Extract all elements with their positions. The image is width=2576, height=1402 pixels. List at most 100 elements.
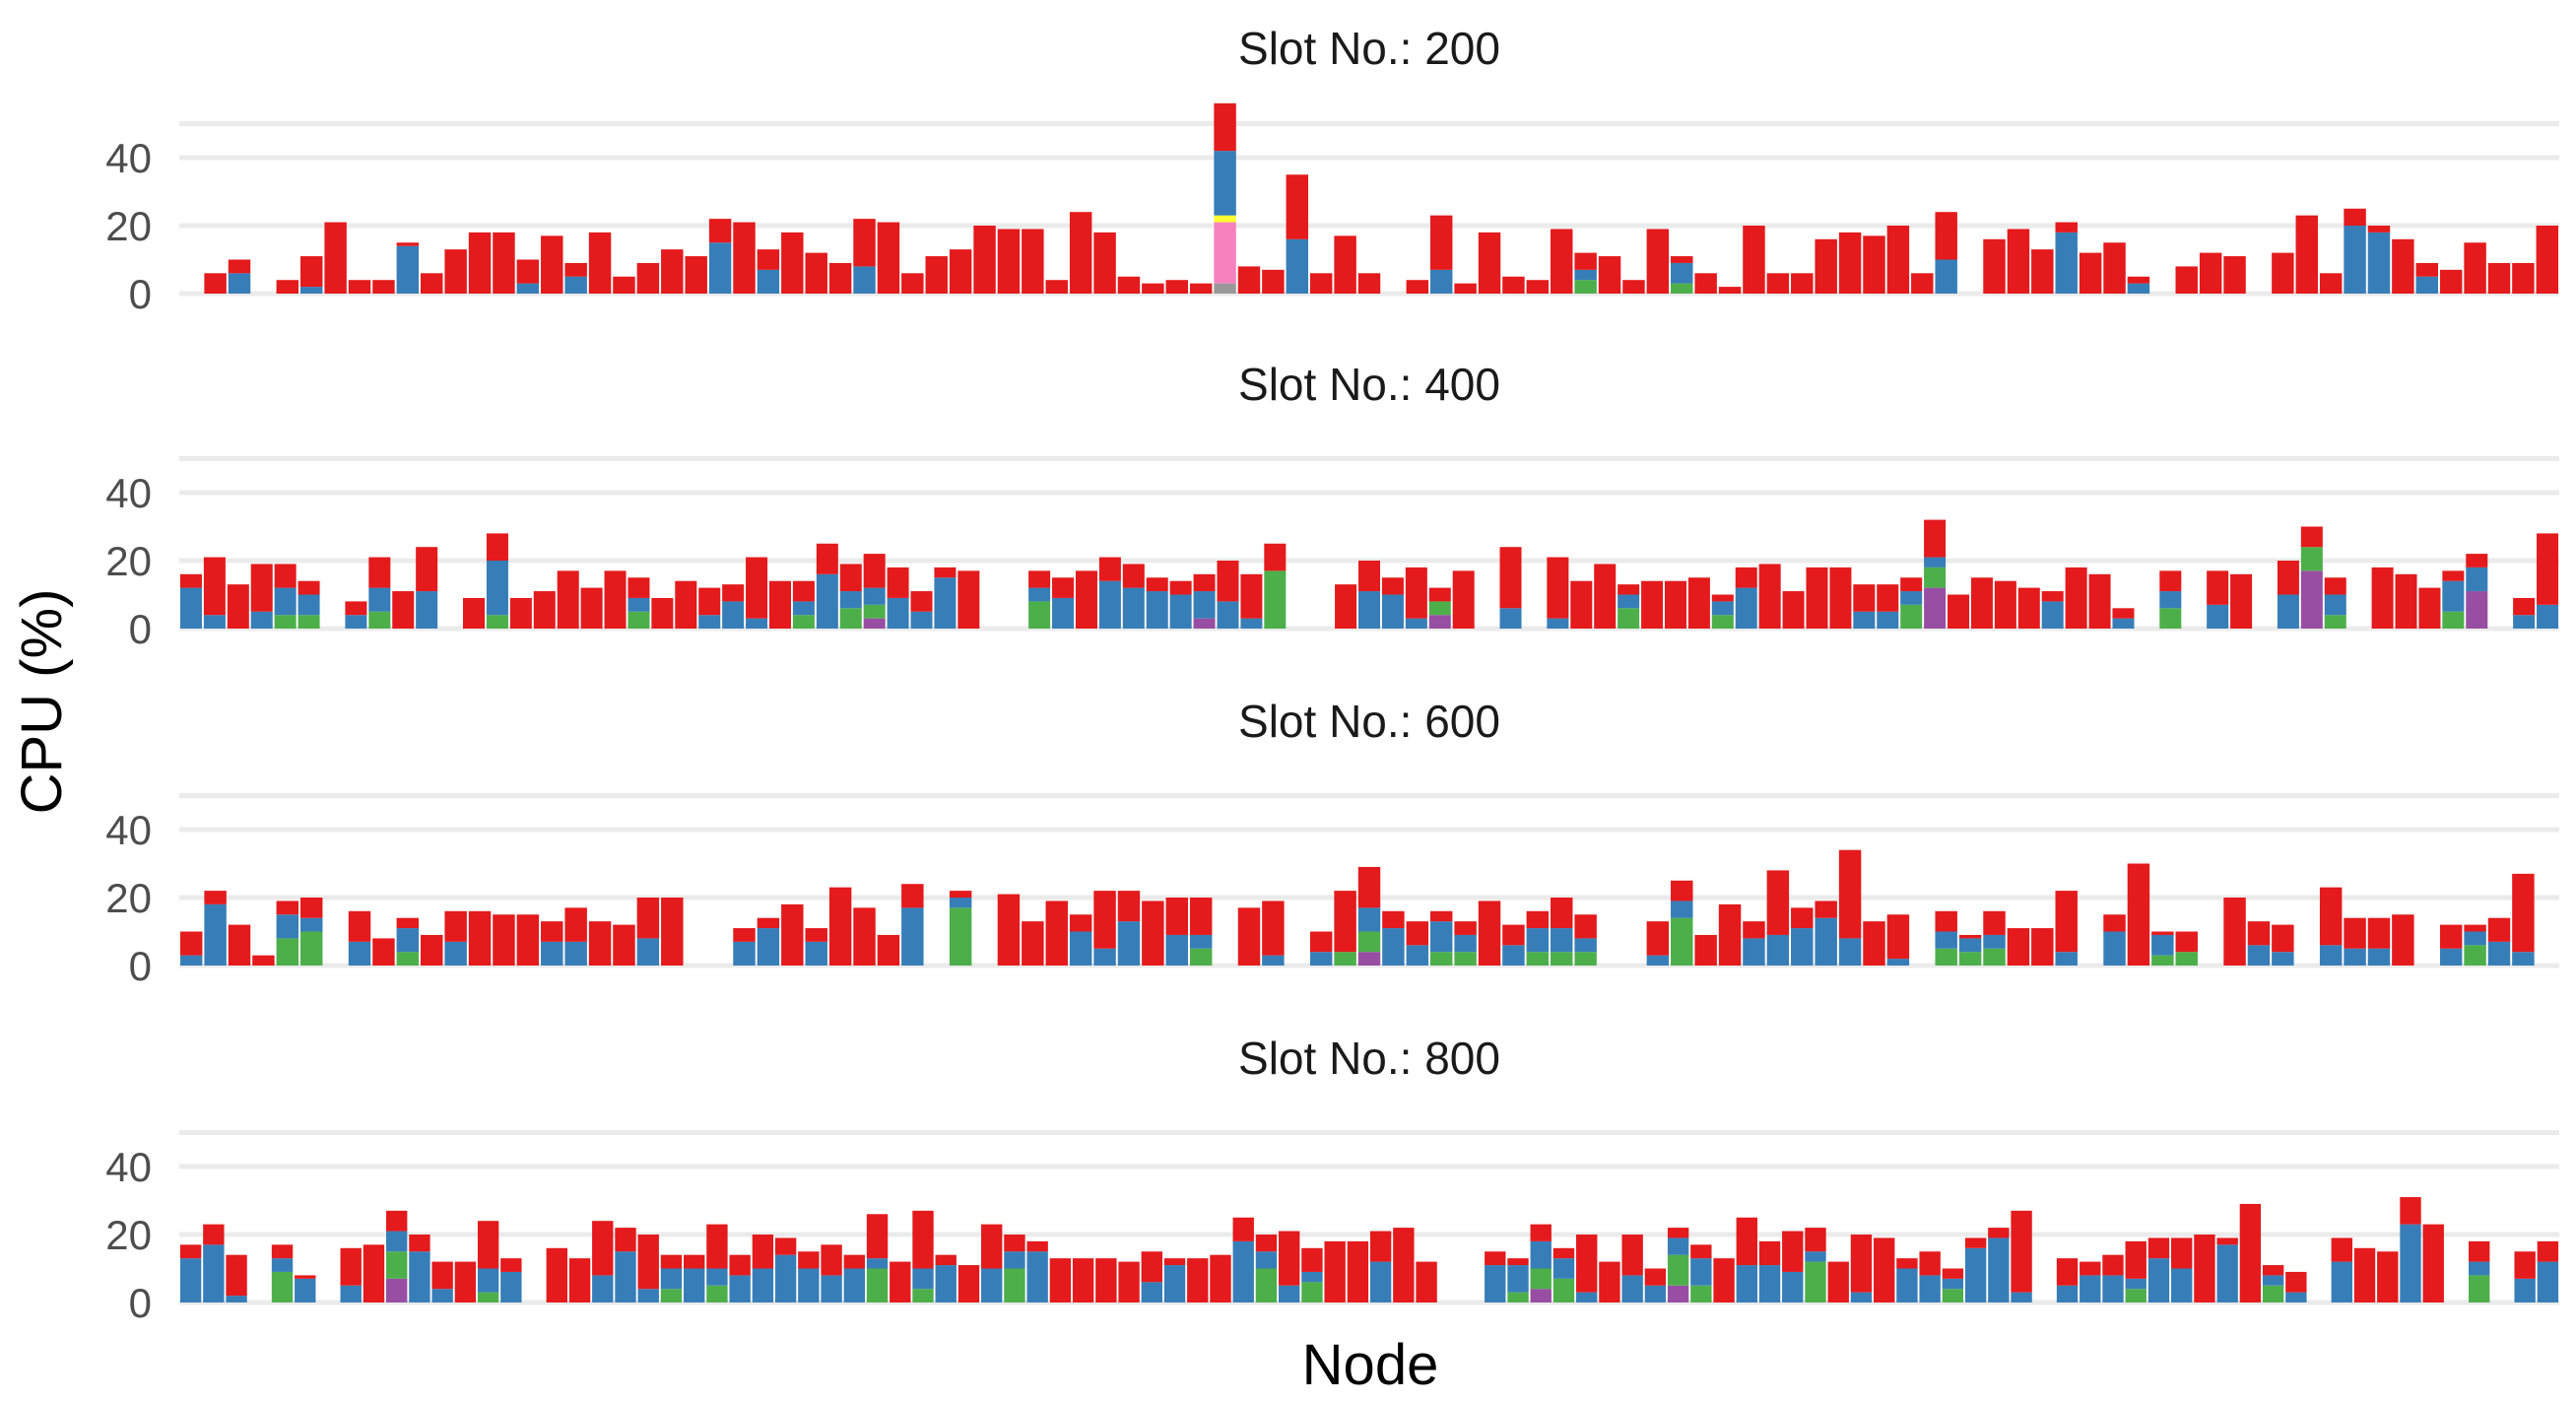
- bar: [228, 259, 251, 294]
- bar-segment-red: [1406, 921, 1429, 946]
- bar-segment-red: [348, 910, 371, 942]
- bar: [1335, 584, 1357, 629]
- bar-segment-green: [1551, 952, 1573, 966]
- bar: [1736, 1217, 1757, 1302]
- bar-segment-red: [1214, 102, 1236, 152]
- bar-segment-red: [660, 1254, 683, 1269]
- bar-segment-red: [1942, 1268, 1964, 1279]
- bar-segment-blue: [2513, 615, 2536, 629]
- bar: [516, 259, 540, 294]
- bar-segment-blue: [2147, 1258, 2170, 1302]
- bar-segment-green: [1671, 917, 1693, 966]
- bar: [2514, 1251, 2536, 1302]
- bar-segment-green: [1028, 601, 1051, 629]
- bar-segment-red: [1428, 587, 1451, 602]
- bar: [661, 249, 684, 294]
- panel-title: Slot No.: 600: [1238, 696, 1500, 747]
- bar: [1214, 102, 1236, 294]
- bar-segment-red: [935, 1254, 957, 1266]
- bar: [274, 564, 297, 629]
- bar: [1994, 580, 2016, 629]
- bar-segment-blue: [1838, 938, 1862, 966]
- bar-segment-blue: [486, 561, 508, 616]
- bar: [1911, 273, 1934, 294]
- bar: [509, 597, 532, 629]
- bar-segment-red: [2247, 921, 2271, 946]
- bar-segment-blue: [1552, 1258, 1575, 1279]
- bar: [733, 222, 756, 294]
- bar: [1827, 1261, 1849, 1302]
- bar-segment-red: [557, 570, 579, 629]
- bar-segment-red: [386, 1210, 408, 1232]
- bar: [386, 1210, 408, 1302]
- bar-segment-green: [297, 615, 320, 629]
- bar-segment-red: [1357, 866, 1381, 908]
- bar-segment-blue: [1711, 601, 1734, 616]
- bar: [2007, 928, 2030, 966]
- bar: [431, 1261, 453, 1302]
- bar-segment-blue: [912, 1268, 934, 1290]
- y-tick-label: 40: [105, 1144, 152, 1190]
- bar-segment-red: [227, 584, 249, 629]
- bar-segment-blue: [1502, 945, 1525, 966]
- bar-segment-blue: [1309, 952, 1333, 966]
- bar-segment-blue: [444, 941, 467, 966]
- bar-segment-red: [1743, 226, 1765, 294]
- bar: [1551, 229, 1573, 294]
- bar-segment-pink: [1214, 222, 1236, 284]
- bar-segment-red: [746, 557, 768, 619]
- x-axis-title: Node: [1302, 1333, 1439, 1397]
- bar-segment-red: [516, 259, 540, 284]
- bar-segment-red: [2041, 591, 2064, 602]
- bar: [1574, 252, 1597, 294]
- bar-segment-red: [604, 570, 627, 629]
- bar-segment-red: [468, 232, 492, 294]
- bar: [1791, 907, 1814, 966]
- bar-segment-red: [1429, 910, 1453, 922]
- bar: [2011, 1210, 2032, 1302]
- bar-segment-red: [1072, 1258, 1094, 1302]
- bar-segment-red: [1806, 567, 1828, 629]
- bar-segment-green: [1428, 601, 1451, 616]
- bar-segment-blue: [1429, 921, 1453, 953]
- bar: [2103, 914, 2126, 966]
- bar: [1324, 1240, 1346, 1302]
- bar: [2151, 931, 2174, 966]
- bar: [2125, 1240, 2147, 1302]
- bar-segment-red: [853, 219, 876, 267]
- bar-segment-blue: [2367, 232, 2391, 294]
- bar-segment-green: [1004, 1268, 1025, 1302]
- bar-segment-blue: [1958, 938, 1982, 953]
- bar-segment-blue: [637, 1289, 659, 1302]
- bar: [2055, 891, 2078, 966]
- bar: [1429, 910, 1453, 966]
- bar-segment-blue: [1690, 1258, 1712, 1286]
- bar-segment-red: [1526, 280, 1550, 294]
- bar: [1718, 903, 1742, 966]
- bar: [340, 1247, 362, 1302]
- bar-segment-blue: [2415, 276, 2438, 294]
- bar-segment-red: [2331, 1237, 2352, 1262]
- bar: [1499, 547, 1522, 629]
- bar: [2285, 1271, 2307, 1302]
- bar-segment-blue: [816, 573, 838, 629]
- bar-segment-blue: [1766, 934, 1790, 966]
- bar-segment-red: [1664, 580, 1686, 629]
- bar-segment-red: [934, 567, 957, 578]
- bar: [636, 262, 660, 294]
- bar: [2487, 262, 2511, 294]
- bar-segment-red: [372, 280, 395, 294]
- bar-segment-red: [477, 1221, 499, 1269]
- bar-segment-blue: [1358, 591, 1381, 629]
- bar: [1667, 1228, 1689, 1302]
- bar-segment-red: [2469, 1240, 2490, 1262]
- bar-segment-red: [1165, 280, 1188, 294]
- bar: [2319, 887, 2343, 966]
- bar: [613, 276, 635, 294]
- bar-segment-blue: [2171, 1268, 2193, 1302]
- bar-segment-green: [1189, 948, 1213, 966]
- bar: [1806, 567, 1828, 629]
- bar-segment-blue: [839, 591, 862, 609]
- bar-segment-blue: [821, 1275, 842, 1302]
- bar-segment-blue: [2285, 1292, 2307, 1302]
